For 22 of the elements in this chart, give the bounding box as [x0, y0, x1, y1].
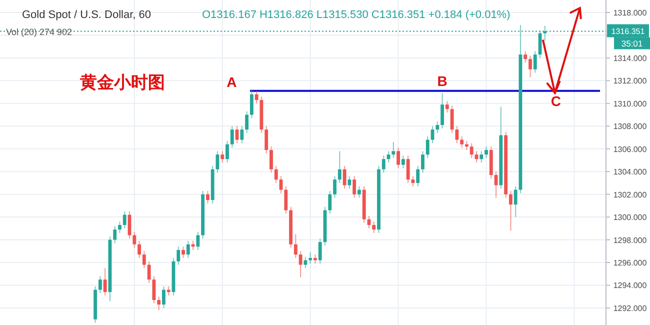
- y-tick-label: 1294.000: [613, 281, 648, 290]
- y-tick-label: 1310.000: [613, 99, 648, 108]
- annotation: 黄金小时图: [79, 73, 165, 92]
- y-tick-label: 1318.000: [613, 8, 648, 18]
- y-tick-label: 1312.000: [613, 76, 648, 86]
- y-tick-label: 1306.000: [613, 144, 648, 154]
- y-tick-label: 1308.000: [613, 122, 648, 132]
- annotation: Vol (20) 274 902: [6, 27, 72, 37]
- y-tick-label: 1314.000: [613, 54, 648, 63]
- text: 35:01: [621, 38, 643, 49]
- annotation: A: [226, 74, 237, 90]
- y-tick-label: 1300.000: [613, 213, 648, 222]
- y-tick-label: 1304.000: [613, 168, 648, 177]
- annotation: C: [550, 92, 561, 109]
- text: Gold Spot / U.S. Dollar, 60: [22, 9, 152, 21]
- y-tick-label: 1302.000: [613, 190, 648, 200]
- y-tick-label: 1298.000: [613, 236, 648, 245]
- annotation: B: [437, 72, 448, 89]
- ref-line-label: 1316.351: [611, 27, 646, 36]
- annotation: O1316.167 H1316.826 L1315.530 C1316.351 +0.184 (+0.01%): [202, 9, 510, 21]
- y-tick-label: 1296.000: [613, 258, 648, 268]
- y-tick-label: 1292.000: [613, 304, 648, 313]
